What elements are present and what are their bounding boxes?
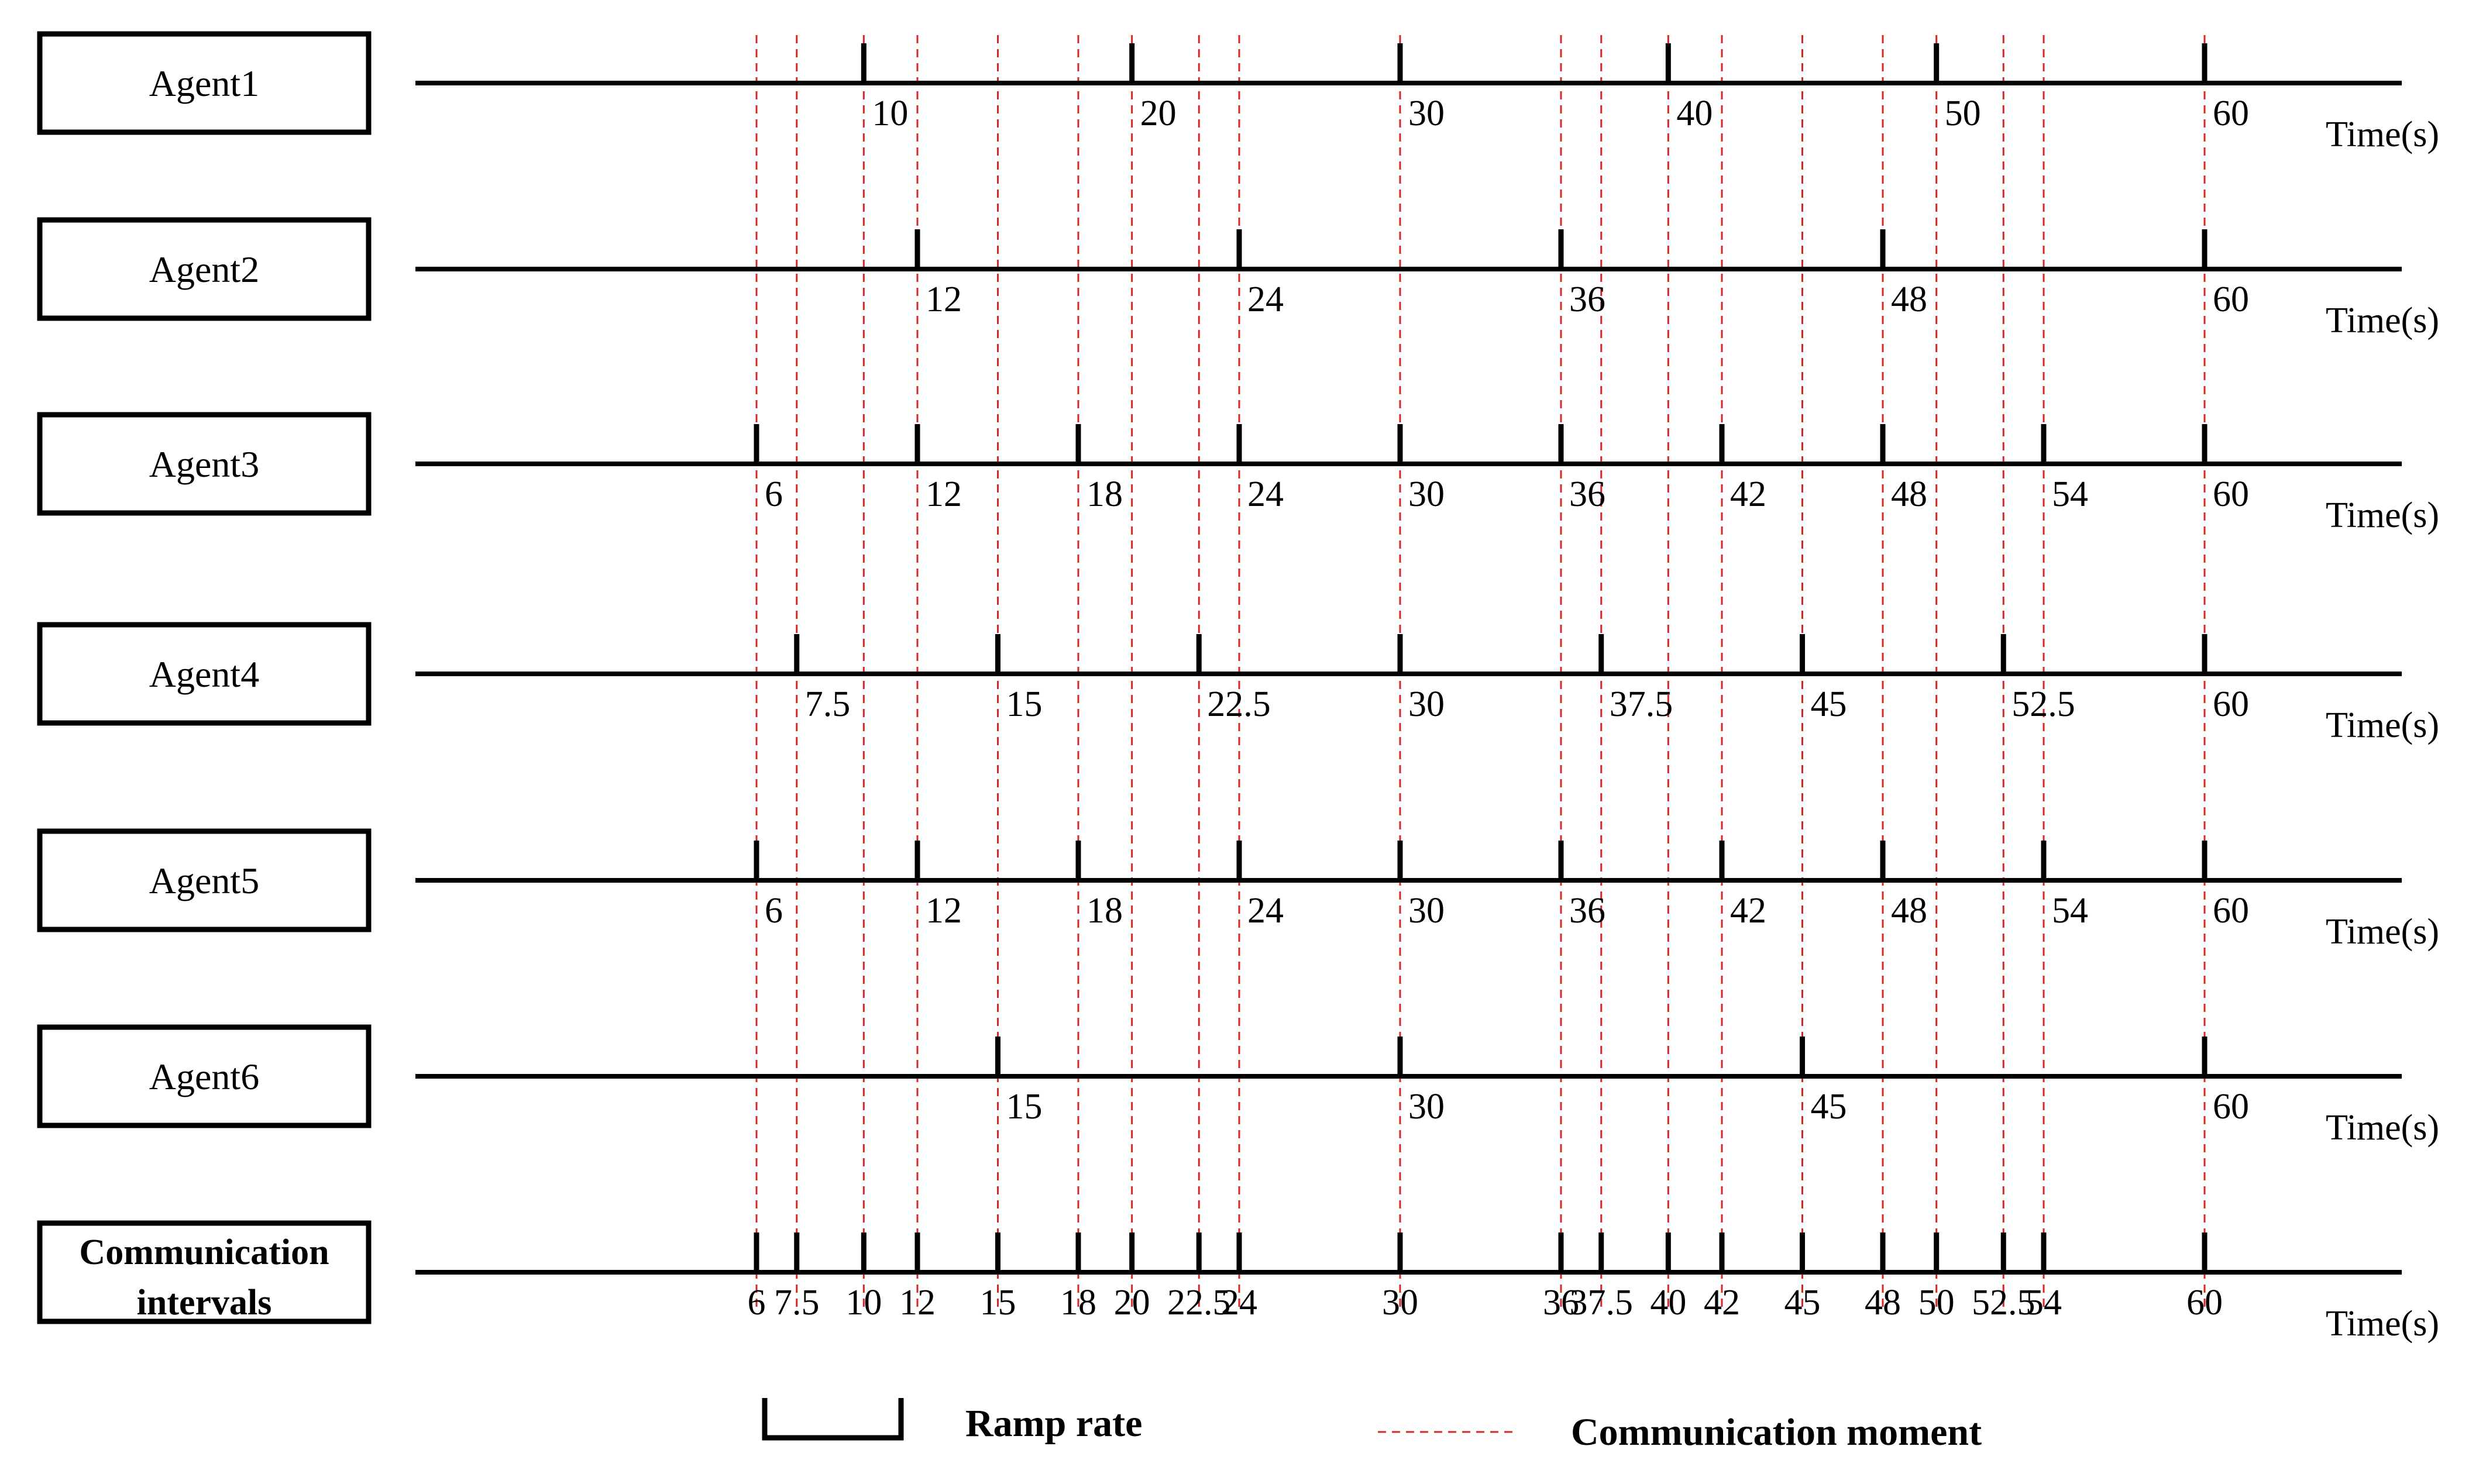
tick-label: 18 xyxy=(1086,891,1123,931)
tick-label: 12 xyxy=(899,1283,936,1323)
row-label: Agent1 xyxy=(149,63,259,104)
tick-label: 50 xyxy=(1945,94,1981,133)
time-unit-label: Time(s) xyxy=(2326,495,2439,535)
tick-label: 12 xyxy=(926,280,962,319)
row-agent3: Agent3 Time(s) 6 12 18 24 30 36 42 48 54 60 xyxy=(37,412,2439,535)
row-label-box xyxy=(37,412,372,516)
tick-label: 36 xyxy=(1569,280,1605,319)
tick-label: 6 xyxy=(748,1283,766,1323)
tick-label: 45 xyxy=(1811,1087,1847,1127)
tick-label: 52.5 xyxy=(2012,684,2075,724)
tick-label: 60 xyxy=(2186,1283,2223,1323)
communication-moment-legend-label: Communication moment xyxy=(1571,1411,1982,1454)
tick-label: 48 xyxy=(1891,280,1927,319)
tick-label: 42 xyxy=(1730,474,1766,514)
tick-label: 24 xyxy=(1247,474,1284,514)
tick-label: 15 xyxy=(1006,1087,1043,1127)
tick-label: 12 xyxy=(926,891,962,931)
tick-label: 30 xyxy=(1408,1087,1445,1127)
tick-label: 15 xyxy=(1006,684,1043,724)
tick-label: 60 xyxy=(2213,891,2249,931)
row-agent4: Agent4 Time(s) 7.5 15 22.5 30 37.5 45 52.5 60 xyxy=(37,622,2439,745)
row-label: Agent2 xyxy=(149,249,259,290)
tick-label: 6 xyxy=(765,891,783,931)
tick-label: 10 xyxy=(872,94,908,133)
row-agent1: Agent1 Time(s) 10 20 30 40 50 60 xyxy=(37,31,2439,154)
tick-label: 45 xyxy=(1811,684,1847,724)
row-label-box xyxy=(37,1024,372,1128)
time-unit-label: Time(s) xyxy=(2326,705,2439,745)
tick-label: 10 xyxy=(845,1283,882,1323)
tick-label: 60 xyxy=(2213,1087,2249,1127)
row-label-box xyxy=(37,1220,372,1324)
tick-label: 54 xyxy=(2026,1283,2062,1323)
tick-label: 30 xyxy=(1408,891,1445,931)
tick-label: 50 xyxy=(1918,1283,1955,1323)
row-label-line: intervals xyxy=(137,1283,272,1323)
tick-label: 42 xyxy=(1730,891,1766,931)
tick-label: 52.5 xyxy=(1972,1283,2035,1323)
tick-label: 40 xyxy=(1676,94,1713,133)
time-unit-label: Time(s) xyxy=(2326,115,2439,154)
tick-label: 24 xyxy=(1221,1283,1257,1323)
tick-label: 30 xyxy=(1408,474,1445,514)
legend: Ramp rate Communication moment xyxy=(762,1398,1982,1454)
ramp-rate-legend-symbol xyxy=(762,1398,904,1441)
row-label: Agent5 xyxy=(149,860,259,901)
time-unit-label: Time(s) xyxy=(2326,1108,2439,1148)
time-unit-label: Time(s) xyxy=(2326,301,2439,340)
tick-label: 54 xyxy=(2052,891,2088,931)
tick-label: 48 xyxy=(1891,474,1927,514)
tick-label: 45 xyxy=(1784,1283,1821,1323)
tick-label: 20 xyxy=(1114,1283,1150,1323)
tick-label: 18 xyxy=(1060,1283,1096,1323)
tick-label: 30 xyxy=(1408,94,1445,133)
row-label-box xyxy=(37,622,372,726)
tick-label: 60 xyxy=(2213,94,2249,133)
tick-label: 7.5 xyxy=(774,1283,820,1323)
tick-label: 54 xyxy=(2052,474,2088,514)
tick-label: 40 xyxy=(1650,1283,1686,1323)
tick-label: 24 xyxy=(1247,280,1284,319)
tick-label: 30 xyxy=(1382,1283,1418,1323)
ramp-rate-legend-label: Ramp rate xyxy=(965,1402,1142,1445)
row-label-box xyxy=(37,31,372,135)
tick-label: 6 xyxy=(765,474,783,514)
tick-label: 37.5 xyxy=(1610,684,1673,724)
row-agent2: Agent2 Time(s) 12 24 36 48 60 xyxy=(37,217,2439,340)
tick-label: 48 xyxy=(1865,1283,1901,1323)
tick-label: 30 xyxy=(1408,684,1445,724)
row-agent5: Agent5 Time(s) 6 12 18 24 30 36 42 48 54 60 xyxy=(37,828,2439,952)
communication-moment-guides xyxy=(755,35,2206,1307)
row-label: Agent6 xyxy=(149,1056,259,1097)
tick-label: 12 xyxy=(926,474,962,514)
tick-label: 24 xyxy=(1247,891,1284,931)
row-label-line: Communication xyxy=(79,1232,329,1272)
row-label: Agent3 xyxy=(149,443,259,485)
agent-timelines: Agent1 Time(s) 10 20 30 40 50 60 Agent2 Time(s) 12… xyxy=(37,31,2439,1344)
tick-label: 7.5 xyxy=(805,684,851,724)
tick-label: 36 xyxy=(1569,891,1605,931)
tick-label: 60 xyxy=(2213,280,2249,319)
tick-label: 36 xyxy=(1569,474,1605,514)
tick-label: 20 xyxy=(1140,94,1177,133)
row-label-box xyxy=(37,217,372,321)
tick-label: 18 xyxy=(1086,474,1123,514)
tick-label: 22.5 xyxy=(1207,684,1271,724)
row-agent6: Agent6 Time(s) 15 30 45 60 xyxy=(37,1024,2439,1148)
tick-label: 48 xyxy=(1891,891,1927,931)
row-label-box xyxy=(37,828,372,932)
tick-label: 37.5 xyxy=(1570,1283,1634,1323)
row-communication: Communication intervals Time(s) 6 7.5 10 12 15 1… xyxy=(37,1220,2439,1344)
time-unit-label: Time(s) xyxy=(2326,1304,2439,1344)
row-label: Agent4 xyxy=(149,653,259,695)
tick-label: 60 xyxy=(2213,684,2249,724)
tick-label: 15 xyxy=(980,1283,1016,1323)
tick-label: 22.5 xyxy=(1167,1283,1231,1323)
tick-label: 36 xyxy=(1543,1283,1579,1323)
tick-label: 60 xyxy=(2213,474,2249,514)
time-unit-label: Time(s) xyxy=(2326,912,2439,952)
tick-label: 42 xyxy=(1704,1283,1740,1323)
